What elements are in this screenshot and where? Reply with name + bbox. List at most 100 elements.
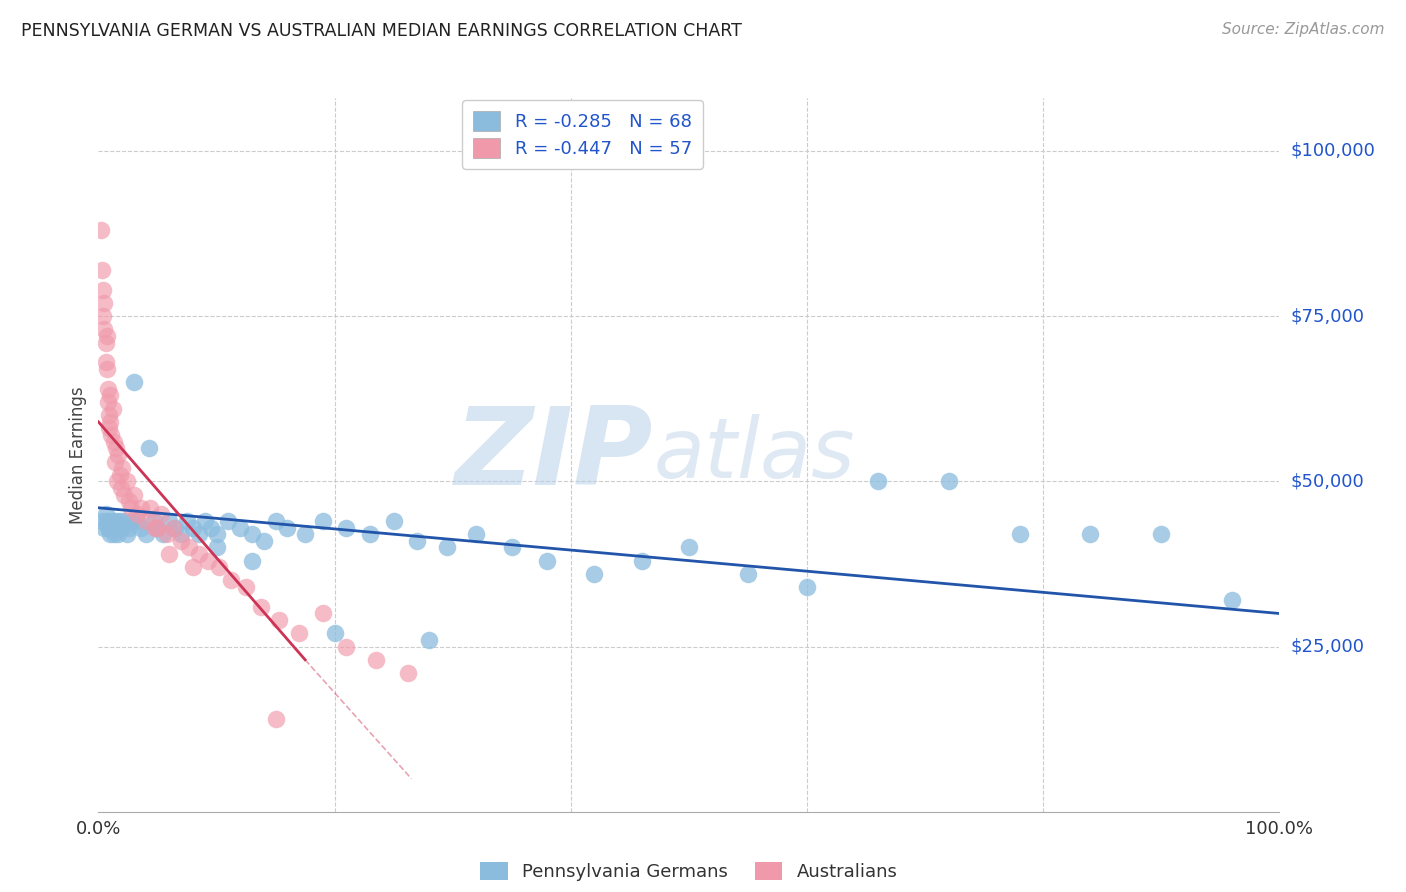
Point: [938, 475, 960, 489]
Point: [312, 514, 335, 528]
Point: [678, 541, 700, 555]
Point: [501, 541, 523, 555]
Point: [107, 448, 129, 462]
Point: [253, 533, 276, 548]
Point: [91, 283, 114, 297]
Point: [146, 520, 169, 534]
Point: [217, 514, 239, 528]
Point: [96, 329, 118, 343]
Point: [98, 415, 121, 429]
Point: [139, 500, 162, 515]
Point: [111, 461, 134, 475]
Point: [98, 514, 121, 528]
Point: [181, 520, 204, 534]
Point: [105, 442, 128, 456]
Point: [91, 263, 114, 277]
Point: [229, 520, 252, 534]
Point: [737, 566, 759, 581]
Point: [94, 508, 117, 522]
Point: [96, 362, 118, 376]
Point: [101, 514, 124, 528]
Point: [359, 527, 381, 541]
Point: [138, 442, 160, 456]
Point: [288, 626, 311, 640]
Point: [135, 527, 157, 541]
Point: [98, 527, 121, 541]
Point: [418, 632, 440, 647]
Point: [122, 376, 145, 390]
Point: [115, 475, 138, 489]
Point: [94, 355, 117, 369]
Point: [97, 382, 120, 396]
Point: [170, 527, 193, 541]
Point: [98, 388, 121, 402]
Point: [235, 580, 257, 594]
Point: [104, 520, 127, 534]
Point: [630, 554, 652, 568]
Point: [122, 487, 145, 501]
Point: [1080, 527, 1102, 541]
Point: [465, 527, 488, 541]
Point: [157, 514, 180, 528]
Point: [536, 554, 558, 568]
Point: [108, 467, 131, 482]
Point: [127, 514, 149, 528]
Point: [208, 560, 231, 574]
Point: [96, 514, 118, 528]
Point: [142, 514, 165, 528]
Point: [94, 335, 117, 350]
Point: [276, 520, 298, 534]
Point: [105, 475, 128, 489]
Point: [108, 514, 131, 528]
Point: [143, 520, 166, 534]
Point: [118, 494, 141, 508]
Point: [112, 487, 135, 501]
Point: [264, 712, 287, 726]
Point: [170, 533, 193, 548]
Point: [323, 626, 346, 640]
Point: [335, 640, 357, 654]
Point: [127, 508, 149, 522]
Point: [1150, 527, 1173, 541]
Text: PENNSYLVANIA GERMAN VS AUSTRALIAN MEDIAN EARNINGS CORRELATION CHART: PENNSYLVANIA GERMAN VS AUSTRALIAN MEDIAN…: [21, 22, 742, 40]
Point: [240, 527, 263, 541]
Point: [105, 520, 128, 534]
Point: [157, 547, 180, 561]
Point: [406, 533, 429, 548]
Text: $75,000: $75,000: [1291, 307, 1365, 326]
Point: [382, 514, 405, 528]
Text: atlas: atlas: [654, 415, 855, 495]
Point: [156, 527, 179, 541]
Point: [197, 554, 219, 568]
Point: [129, 500, 152, 515]
Point: [93, 520, 115, 534]
Text: ZIP: ZIP: [456, 402, 654, 508]
Point: [335, 520, 357, 534]
Point: [1220, 593, 1243, 607]
Point: [91, 514, 114, 528]
Point: [104, 454, 127, 468]
Point: [240, 554, 263, 568]
Point: [97, 395, 120, 409]
Text: $25,000: $25,000: [1291, 638, 1365, 656]
Point: [250, 599, 273, 614]
Point: [91, 309, 114, 323]
Point: [107, 527, 129, 541]
Point: [146, 520, 169, 534]
Point: [129, 520, 152, 534]
Point: [105, 514, 128, 528]
Point: [264, 514, 287, 528]
Point: [205, 527, 228, 541]
Y-axis label: Median Earnings: Median Earnings: [69, 386, 87, 524]
Point: [364, 653, 387, 667]
Point: [135, 514, 157, 528]
Point: [98, 409, 121, 423]
Point: [103, 434, 125, 449]
Point: [103, 527, 125, 541]
Point: [176, 514, 198, 528]
Point: [269, 613, 291, 627]
Point: [294, 527, 316, 541]
Legend: Pennsylvania Germans, Australians: Pennsylvania Germans, Australians: [474, 855, 904, 888]
Point: [100, 520, 122, 534]
Point: [118, 520, 141, 534]
